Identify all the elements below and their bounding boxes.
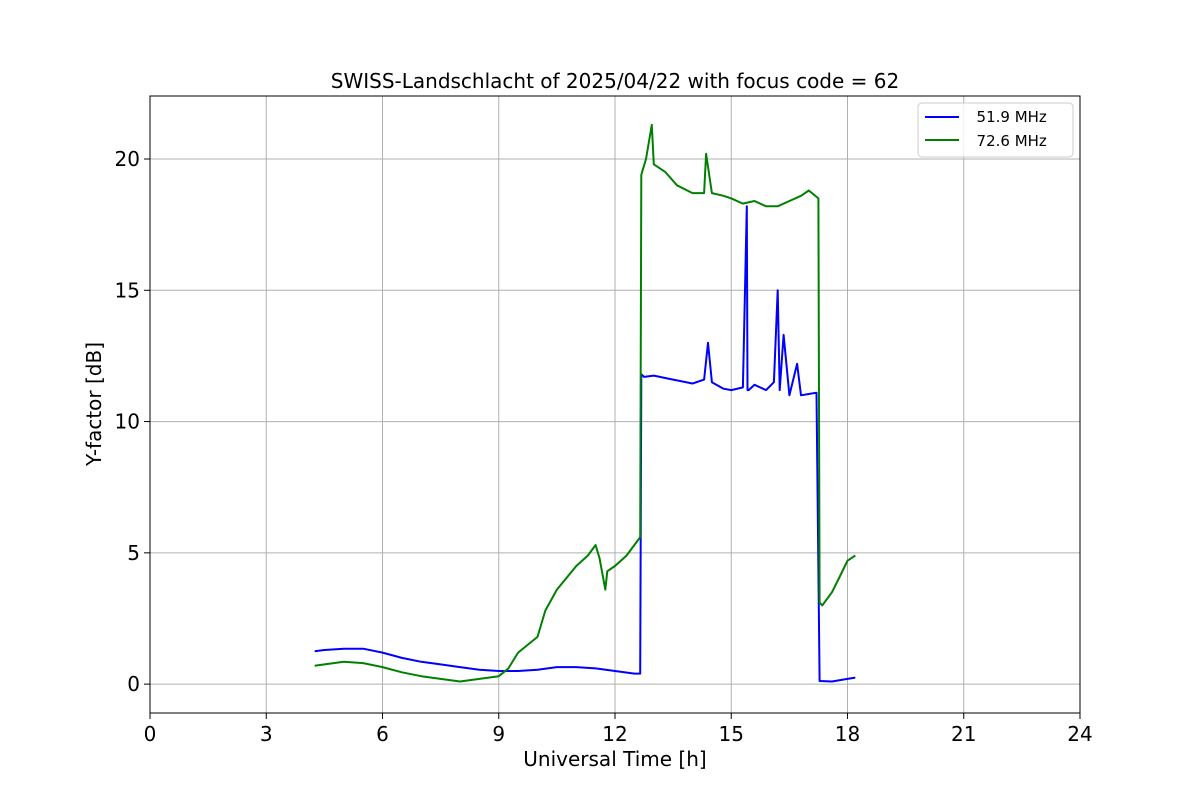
x-tick-label: 0 <box>144 722 157 746</box>
y-tick-label: 20 <box>115 147 140 171</box>
series-line-51-9-mhz <box>314 205 856 683</box>
chart-title: SWISS-Landschlacht of 2025/04/22 with fo… <box>331 69 899 93</box>
series-line-72-6-mhz <box>314 123 856 683</box>
x-tick-label: 12 <box>602 722 627 746</box>
x-tick-label: 18 <box>835 722 860 746</box>
legend: 51.9 MHz 72.6 MHz <box>917 102 1074 158</box>
x-tick-label: 6 <box>376 722 389 746</box>
y-tick-label: 10 <box>115 410 140 434</box>
y-axis-label: Y-factor [dB] <box>82 342 106 467</box>
y-tick-label: 15 <box>115 278 140 302</box>
x-tick-label: 21 <box>951 722 976 746</box>
x-tick-label: 9 <box>492 722 505 746</box>
series-layer <box>314 123 856 683</box>
legend-label-72-6-mhz: 72.6 MHz <box>967 132 1047 150</box>
x-tick-label: 3 <box>260 722 273 746</box>
y-tick-label: 5 <box>127 541 140 565</box>
x-axis-label: Universal Time [h] <box>523 747 706 771</box>
x-tick-label: 24 <box>1067 722 1092 746</box>
x-tick-label: 15 <box>719 722 744 746</box>
y-tick-label: 0 <box>127 672 140 696</box>
legend-label-51-9-mhz: 51.9 MHz <box>967 108 1047 126</box>
tick-layer: 0 3 6 9 12 15 18 21 24 0 5 10 15 20 <box>115 147 1093 746</box>
